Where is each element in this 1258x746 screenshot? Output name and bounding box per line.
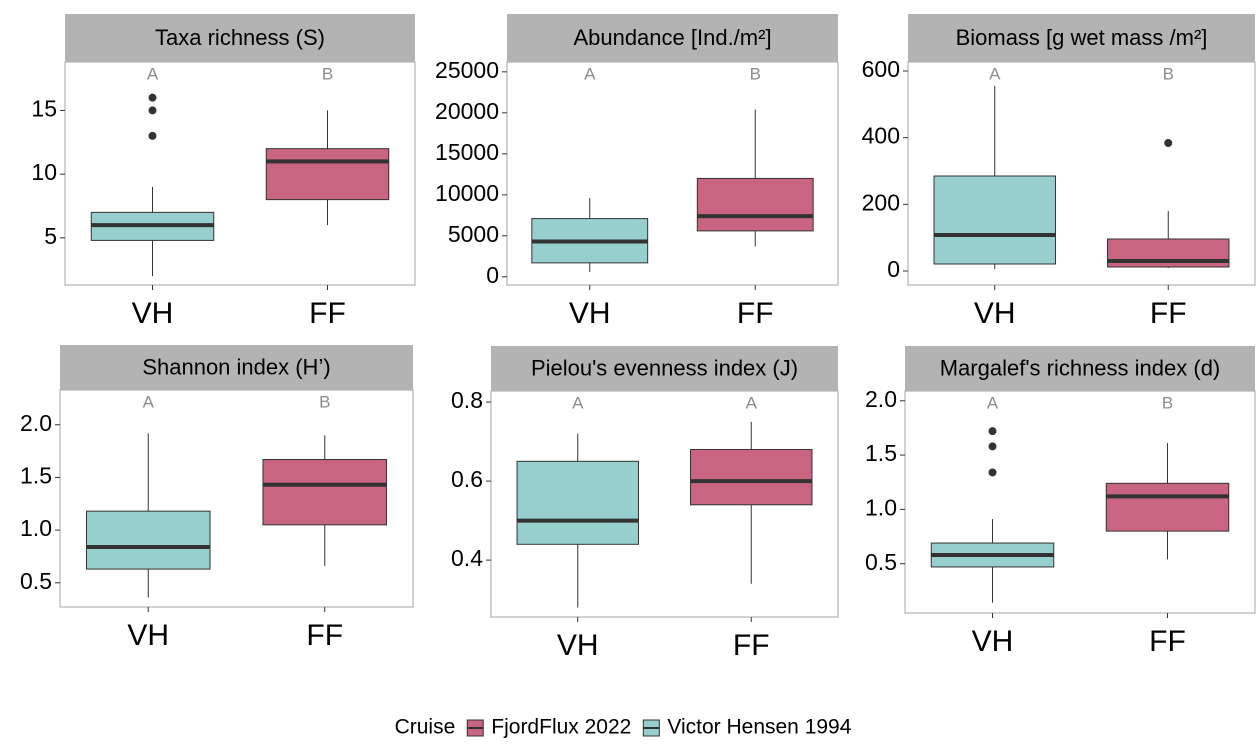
y-tick-label: 0.4 bbox=[451, 545, 483, 571]
y-tick-label: 0.5 bbox=[865, 549, 897, 575]
plot-border bbox=[64, 61, 416, 286]
strip bbox=[60, 345, 413, 390]
legend-title: Cruise bbox=[395, 716, 456, 739]
panel-title: Biomass [g wet mass /m²] bbox=[956, 25, 1208, 50]
panel-title: Pielou's evenness index (J) bbox=[531, 355, 798, 380]
box bbox=[696, 177, 814, 232]
x-tick-label: VH bbox=[557, 629, 599, 662]
y-tick-label: 20000 bbox=[435, 98, 499, 124]
y-tick-label: 1.0 bbox=[20, 515, 52, 541]
box bbox=[85, 510, 211, 570]
y-tick-label: 15 bbox=[31, 96, 57, 122]
strip bbox=[507, 14, 838, 62]
panel-title: Margalef's richness index (d) bbox=[940, 355, 1221, 380]
y-tick-label: 0.5 bbox=[20, 568, 52, 594]
outlier bbox=[988, 427, 997, 436]
y-tick-label: 15000 bbox=[435, 139, 499, 165]
y-tick-label: 200 bbox=[862, 189, 900, 215]
outlier bbox=[988, 468, 997, 477]
box bbox=[265, 148, 390, 201]
x-tick-label: FF bbox=[733, 629, 770, 662]
legend-label: FjordFlux 2022 bbox=[491, 716, 631, 739]
box bbox=[1105, 482, 1230, 532]
group-letter: B bbox=[322, 64, 333, 83]
group-letter: B bbox=[750, 64, 761, 83]
strip bbox=[491, 346, 838, 391]
y-tick-label: 0 bbox=[887, 256, 900, 282]
plot-border bbox=[490, 390, 839, 618]
strip bbox=[908, 14, 1255, 62]
x-tick-label: FF bbox=[309, 297, 346, 330]
x-tick-label: FF bbox=[737, 297, 774, 330]
y-tick-label: 5000 bbox=[448, 221, 499, 247]
x-tick-label: VH bbox=[974, 297, 1016, 330]
x-tick-label: FF bbox=[1149, 625, 1186, 658]
y-tick-label: 1.5 bbox=[865, 440, 897, 466]
y-tick-label: 0.8 bbox=[451, 387, 483, 413]
group-letter: A bbox=[572, 393, 584, 412]
y-tick-label: 1.0 bbox=[865, 494, 897, 520]
panel-title: Abundance [Ind./m²] bbox=[573, 25, 771, 50]
panel-title: Taxa richness (S) bbox=[155, 25, 325, 50]
y-tick-label: 10000 bbox=[435, 180, 499, 206]
y-tick-label: 2.0 bbox=[865, 386, 897, 412]
group-letter: A bbox=[147, 64, 159, 83]
y-tick-label: 2.0 bbox=[20, 410, 52, 436]
y-tick-label: 5 bbox=[44, 223, 57, 249]
y-tick-label: 25000 bbox=[435, 57, 499, 83]
group-letter: A bbox=[987, 393, 999, 412]
strip bbox=[65, 14, 415, 62]
x-tick-label: VH bbox=[972, 625, 1014, 658]
y-tick-label: 1.5 bbox=[20, 463, 52, 489]
outlier bbox=[148, 131, 157, 140]
group-letter: A bbox=[143, 392, 155, 411]
plot-border bbox=[904, 390, 1256, 614]
box bbox=[690, 448, 813, 506]
plot-border bbox=[59, 389, 414, 608]
plot-border bbox=[506, 61, 839, 286]
x-tick-label: VH bbox=[132, 297, 174, 330]
x-tick-label: VH bbox=[569, 297, 611, 330]
outlier bbox=[1164, 139, 1173, 147]
box bbox=[262, 459, 388, 526]
y-tick-label: 10 bbox=[31, 159, 57, 185]
plot-border bbox=[907, 61, 1256, 286]
outlier bbox=[988, 442, 997, 451]
group-letter: A bbox=[584, 64, 596, 83]
panel-title: Shannon index (H’) bbox=[142, 354, 330, 379]
y-tick-label: 0 bbox=[486, 262, 499, 288]
group-letter: B bbox=[319, 392, 330, 411]
y-tick-label: 400 bbox=[862, 123, 900, 149]
group-letter: B bbox=[1162, 393, 1173, 412]
group-letter: B bbox=[1163, 64, 1174, 83]
x-tick-label: FF bbox=[1150, 297, 1187, 330]
y-tick-label: 600 bbox=[862, 56, 900, 82]
box bbox=[516, 460, 639, 545]
x-tick-label: VH bbox=[127, 619, 169, 652]
box bbox=[933, 175, 1056, 265]
group-letter: A bbox=[989, 64, 1001, 83]
outlier bbox=[148, 93, 157, 102]
strip bbox=[905, 346, 1255, 391]
x-tick-label: FF bbox=[306, 619, 343, 652]
group-letter: A bbox=[746, 393, 758, 412]
legend-label: Victor Hensen 1994 bbox=[667, 716, 851, 739]
outlier bbox=[148, 106, 157, 115]
y-tick-label: 0.6 bbox=[451, 466, 483, 492]
